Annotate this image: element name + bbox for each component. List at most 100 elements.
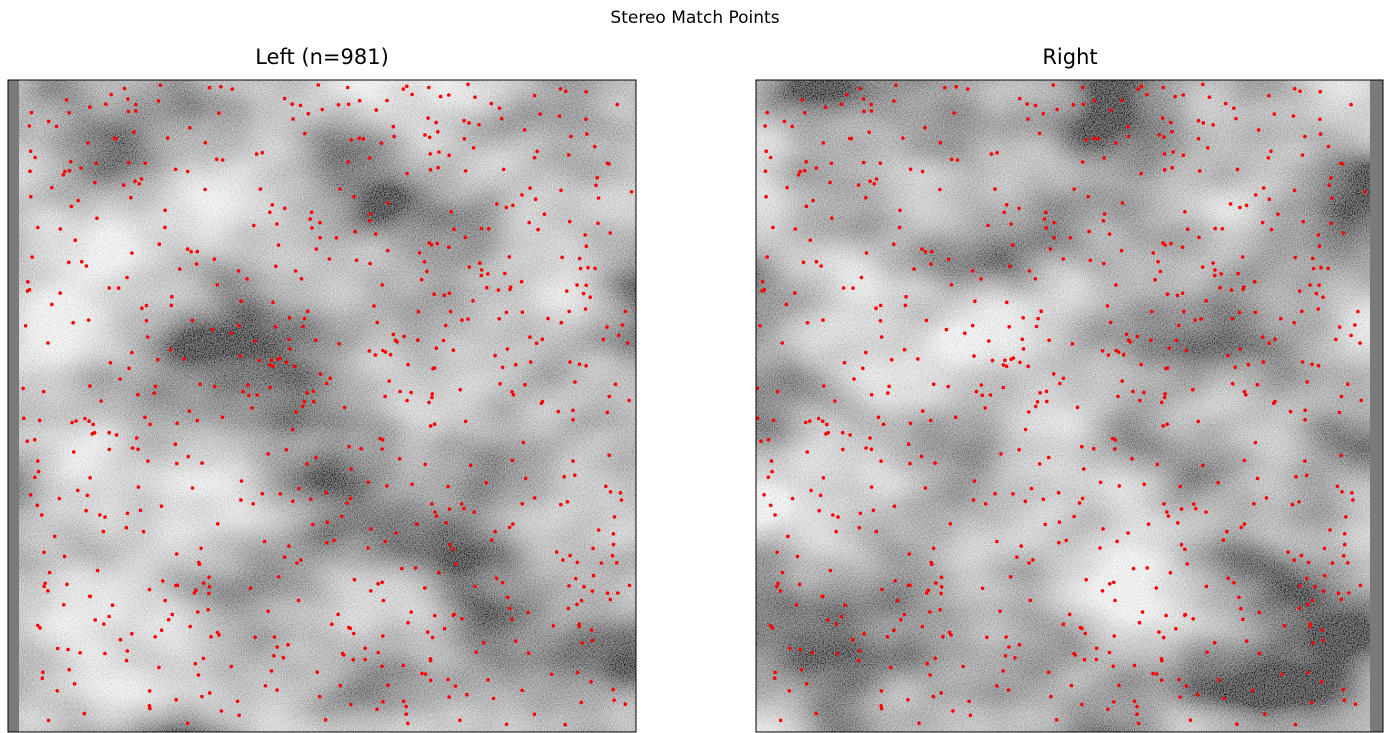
match-point — [507, 525, 512, 530]
match-point — [1114, 141, 1118, 145]
match-point — [1316, 363, 1321, 368]
match-point — [409, 610, 414, 614]
match-point — [409, 390, 413, 395]
match-point — [1151, 671, 1155, 676]
match-point — [1342, 698, 1347, 702]
match-point — [37, 418, 42, 423]
match-point — [879, 459, 883, 463]
match-point — [953, 415, 958, 420]
match-point — [383, 394, 387, 399]
match-point — [795, 554, 800, 559]
match-point — [1260, 335, 1265, 339]
match-point — [40, 676, 45, 680]
match-point — [76, 488, 80, 493]
match-point — [434, 514, 439, 518]
match-point — [1340, 490, 1344, 494]
frame — [755, 79, 1384, 733]
match-point — [505, 347, 510, 351]
match-point — [55, 689, 59, 693]
match-point — [299, 558, 303, 562]
match-point — [1025, 102, 1029, 106]
panel-title: Right — [1042, 45, 1097, 69]
match-point — [1080, 702, 1084, 707]
match-point — [1292, 558, 1296, 562]
match-point — [998, 609, 1002, 613]
match-point — [955, 158, 960, 162]
match-point — [1328, 528, 1332, 532]
match-point — [1191, 387, 1195, 392]
match-point — [69, 204, 74, 209]
match-point — [195, 249, 200, 254]
match-point — [276, 575, 281, 579]
match-point — [573, 576, 578, 581]
match-point — [92, 431, 97, 435]
match-point — [567, 584, 571, 588]
match-point — [62, 554, 67, 559]
match-point — [1164, 366, 1168, 371]
match-point — [293, 364, 297, 369]
match-point — [1168, 570, 1173, 575]
match-point — [995, 539, 999, 544]
match-point — [817, 508, 821, 513]
match-point — [1098, 546, 1102, 550]
match-point — [599, 561, 604, 565]
match-point — [1204, 299, 1208, 303]
match-point — [383, 539, 388, 544]
match-point — [144, 319, 149, 323]
match-point — [510, 458, 515, 463]
match-point — [924, 318, 929, 323]
match-point — [1165, 422, 1169, 427]
match-point — [101, 529, 106, 534]
match-point — [607, 453, 611, 458]
match-point — [107, 286, 111, 290]
match-point — [303, 131, 307, 136]
match-point — [1165, 292, 1170, 297]
match-point — [262, 539, 267, 544]
match-point — [270, 203, 275, 207]
match-point — [207, 585, 212, 589]
match-point — [423, 462, 427, 467]
match-point — [995, 150, 999, 155]
match-point — [1159, 678, 1164, 683]
match-point — [869, 392, 874, 397]
match-point — [272, 635, 277, 639]
match-point — [1320, 628, 1325, 632]
match-point — [1321, 589, 1326, 593]
match-point — [1119, 248, 1124, 253]
match-point — [821, 476, 826, 480]
match-point — [1135, 712, 1139, 716]
match-point — [35, 503, 40, 508]
match-point — [1239, 525, 1243, 530]
match-point — [1073, 653, 1077, 657]
match-point — [1102, 156, 1106, 160]
match-point — [845, 92, 849, 97]
match-point — [1242, 390, 1247, 394]
match-point — [325, 540, 329, 545]
match-point — [266, 452, 270, 456]
match-point — [433, 510, 437, 514]
match-point — [954, 85, 958, 89]
match-point — [610, 553, 615, 558]
match-point — [1346, 591, 1351, 595]
match-point — [1017, 206, 1021, 211]
match-point — [1313, 584, 1317, 589]
match-point — [1197, 235, 1201, 240]
match-point — [1108, 320, 1113, 325]
match-point — [313, 338, 318, 343]
match-point — [86, 141, 90, 145]
match-point — [763, 169, 768, 173]
match-point — [354, 258, 359, 263]
match-point — [132, 130, 136, 134]
match-point — [771, 418, 776, 423]
match-point — [1263, 712, 1267, 716]
match-point — [192, 591, 197, 595]
match-point — [177, 267, 182, 271]
match-point — [203, 140, 208, 145]
match-point — [1124, 332, 1129, 337]
match-point — [484, 480, 489, 485]
match-point — [466, 317, 470, 321]
match-point — [889, 665, 893, 670]
match-point — [1238, 205, 1242, 210]
match-point — [352, 577, 357, 582]
match-point — [1339, 394, 1344, 399]
